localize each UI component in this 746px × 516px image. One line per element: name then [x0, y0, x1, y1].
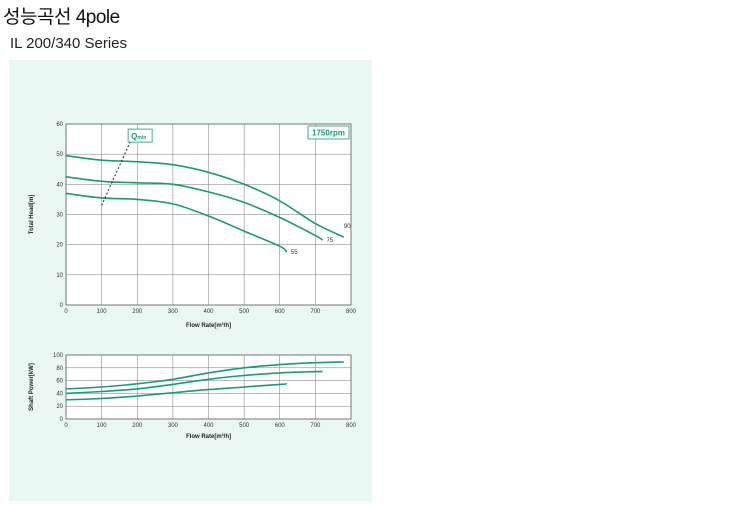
head-x-tick-label: 100	[97, 309, 108, 315]
power-series-line	[65, 361, 344, 390]
head-x-tick-label: 700	[310, 309, 321, 315]
power-series-line	[65, 383, 287, 401]
power-y-tick-label: 40	[56, 391, 63, 397]
head-x-tick-label: 0	[64, 309, 68, 315]
power-x-axis-label: Flow Rate[m³/h]	[186, 433, 231, 440]
impeller-label-55: 55	[291, 250, 298, 256]
rpm-label: 1750rpm	[312, 129, 345, 138]
head-y-tick-label: 30	[56, 213, 63, 219]
power-x-tick-label: 0	[64, 423, 68, 429]
power-y-tick-label: 100	[53, 353, 64, 359]
impeller-label-75: 75	[327, 238, 334, 244]
head-series-line	[65, 192, 288, 253]
head-x-axis-label: Flow Rate[m³/h]	[186, 322, 231, 329]
head-x-tick-label: 400	[203, 309, 214, 315]
head-x-tick-label: 600	[275, 309, 286, 315]
head-x-tick-label: 800	[346, 309, 357, 315]
power-x-tick-label: 300	[168, 423, 179, 429]
power-x-tick-label: 600	[275, 423, 286, 429]
rpm-box	[307, 125, 350, 140]
power-x-tick-label: 500	[239, 423, 250, 429]
head-y-tick-label: 60	[56, 122, 63, 128]
impeller-label-90: 90	[344, 224, 351, 230]
power-x-tick-label: 700	[310, 423, 321, 429]
power-y-axis-label: Shaft Power[kW]	[29, 363, 35, 411]
power-y-tick-label: 80	[56, 366, 63, 372]
power-x-tick-label: 200	[132, 423, 143, 429]
qmin-dashed-line	[101, 141, 131, 206]
head-x-tick-label: 200	[132, 309, 143, 315]
power-y-tick-label: 0	[60, 417, 64, 423]
power-x-tick-label: 400	[203, 423, 214, 429]
head-y-tick-label: 50	[56, 152, 63, 158]
head-series-line	[65, 154, 345, 238]
power-y-tick-label: 60	[56, 379, 63, 385]
head-y-tick-label: 40	[56, 182, 63, 188]
qmin-label: Qmin	[131, 132, 146, 141]
series-subtitle: IL 200/340 Series	[10, 35, 128, 52]
power-x-tick-label: 100	[97, 423, 108, 429]
power-x-tick-label: 800	[346, 423, 357, 429]
head-x-tick-label: 300	[168, 309, 179, 315]
head-y-tick-label: 0	[60, 303, 64, 309]
head-y-tick-label: 10	[56, 273, 63, 279]
page-title: 성능곡선 4pole	[3, 7, 120, 28]
qmin-box	[127, 128, 153, 143]
head-y-axis-label: Total Head[m]	[29, 195, 35, 235]
head-x-tick-label: 500	[239, 309, 250, 315]
power-y-tick-label: 20	[56, 404, 63, 410]
head-y-tick-label: 20	[56, 243, 63, 249]
power-series-line	[65, 370, 323, 395]
